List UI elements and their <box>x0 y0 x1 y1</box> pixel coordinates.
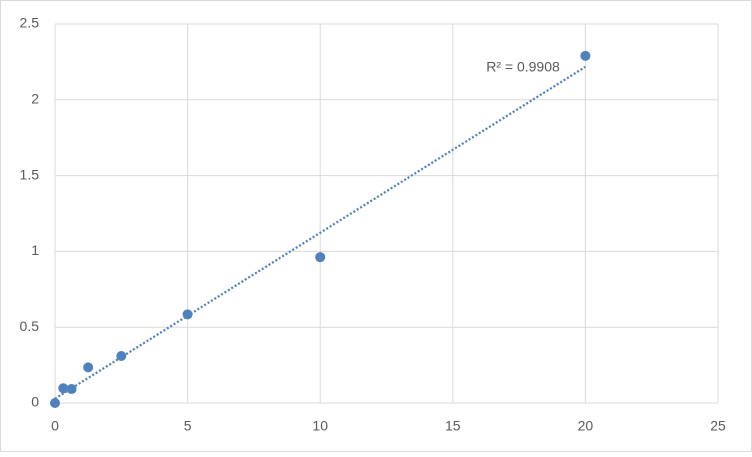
x-tick-label: 5 <box>184 418 192 434</box>
y-tick-label: 2 <box>31 91 39 107</box>
x-tick-label: 15 <box>445 418 461 434</box>
x-tick-label: 0 <box>51 418 59 434</box>
y-tick-label: 0.5 <box>20 318 40 334</box>
point <box>83 362 94 373</box>
annotation: R² = 0.9908 <box>486 59 560 75</box>
y-tick-label: 1 <box>31 242 39 258</box>
point <box>315 252 326 263</box>
y-tick-label: 2.5 <box>20 15 40 31</box>
x-tick-label: 25 <box>710 418 726 434</box>
point <box>66 384 77 395</box>
trendline <box>54 65 586 400</box>
point <box>182 309 193 320</box>
x-tick-label: 20 <box>578 418 594 434</box>
point <box>58 383 69 394</box>
point <box>580 50 591 61</box>
y-tick-label: 1.5 <box>20 166 40 182</box>
x-tick-label: 10 <box>312 418 328 434</box>
point <box>50 398 60 408</box>
y-tick-label: 0 <box>31 394 39 410</box>
point <box>116 351 127 362</box>
